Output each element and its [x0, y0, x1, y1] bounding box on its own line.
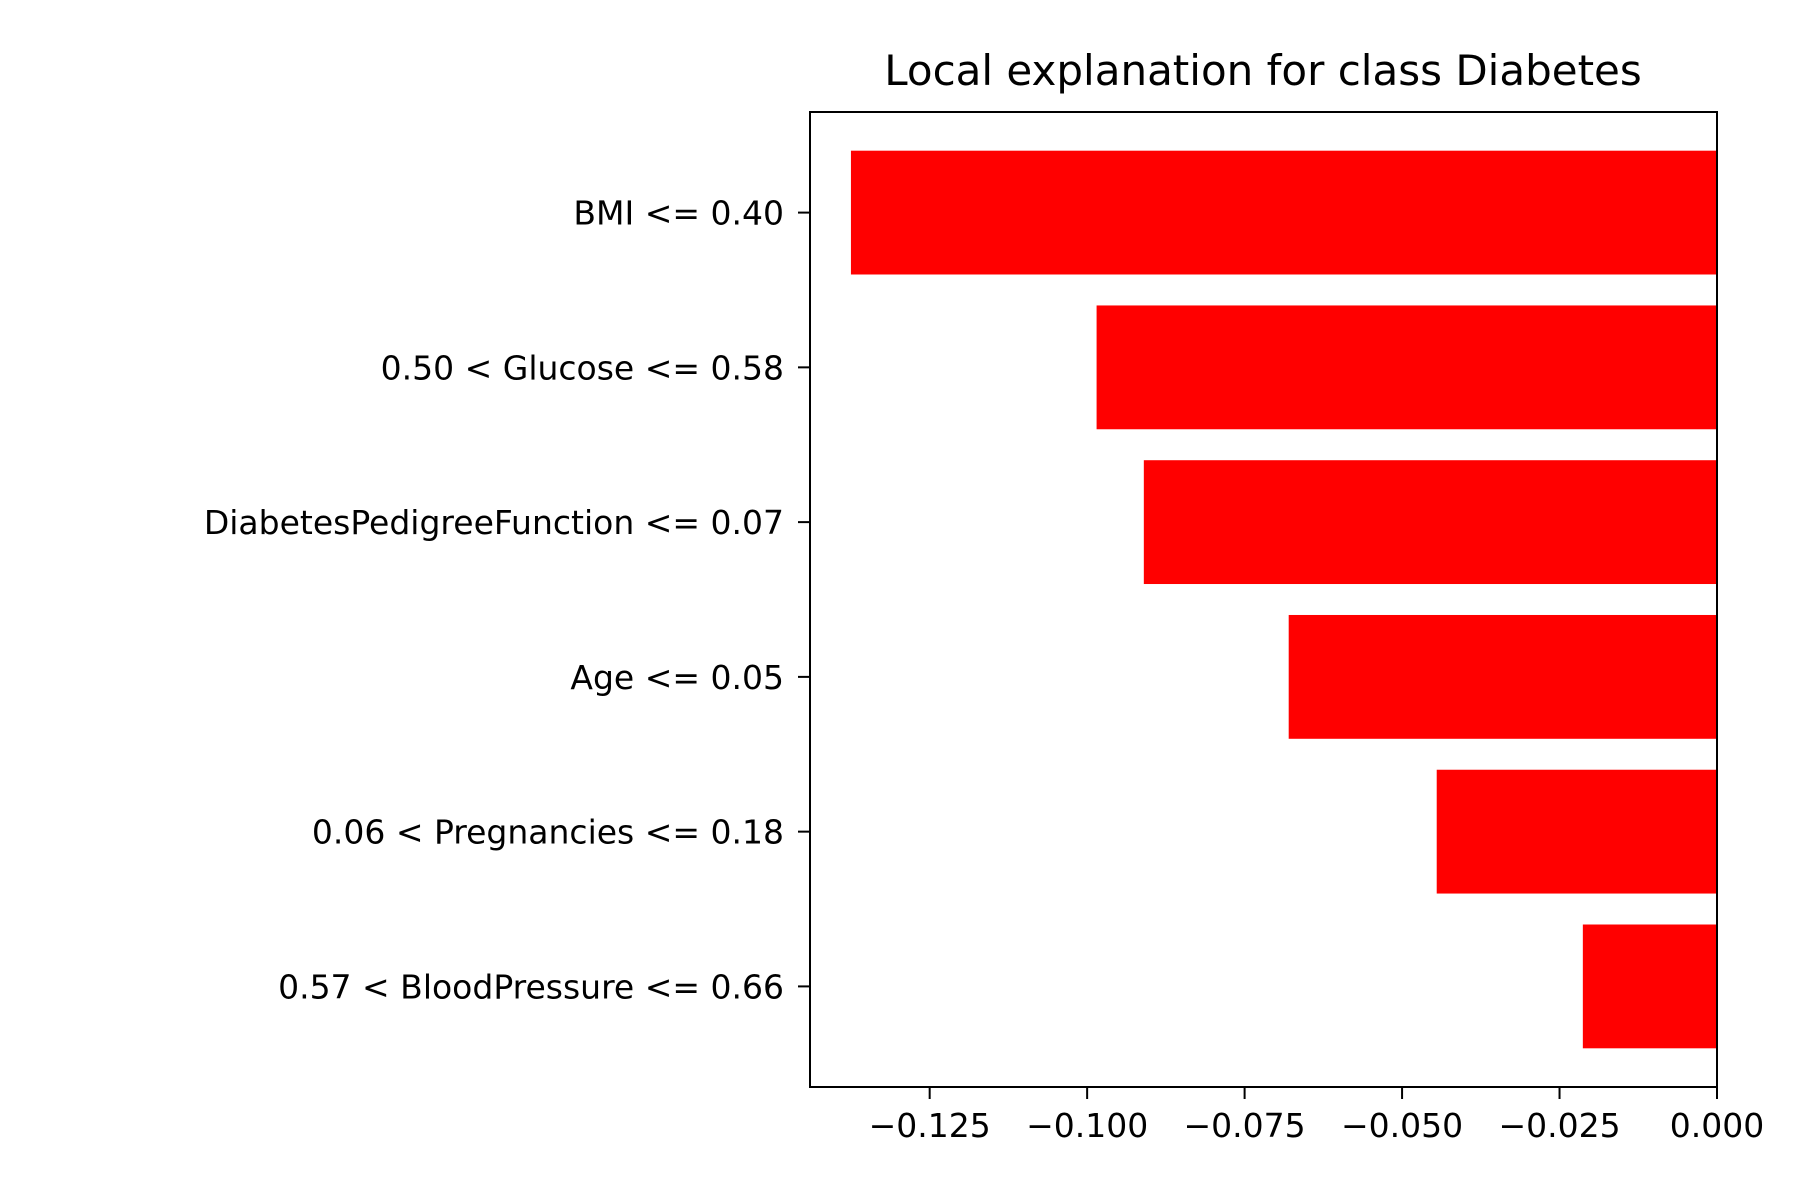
- bars-layer: [850, 150, 1717, 1049]
- bar: [1436, 769, 1717, 894]
- axes-layer: [798, 111, 1718, 1099]
- x-tick-label: 0.000: [1670, 1106, 1764, 1145]
- bar: [1143, 460, 1717, 585]
- x-tick-label: −0.075: [1184, 1106, 1306, 1145]
- x-tick-label: −0.050: [1341, 1106, 1463, 1145]
- y-tick-label: BMI <= 0.40: [573, 194, 784, 233]
- bar: [1096, 305, 1717, 430]
- y-tick-label: 0.50 < Glucose <= 0.58: [381, 348, 784, 387]
- bar: [1582, 924, 1717, 1049]
- x-tick-label: −0.100: [1026, 1106, 1148, 1145]
- plot-frame: [809, 111, 1718, 1088]
- bar: [1288, 614, 1717, 739]
- y-tick-label: 0.57 < BloodPressure <= 0.66: [278, 967, 784, 1006]
- labels-layer: BMI <= 0.40 0.50 < Glucose <= 0.58 Diabete…: [204, 194, 1764, 1145]
- y-tick-label: DiabetesPedigreeFunction <= 0.07: [204, 503, 784, 542]
- chart-title: Local explanation for class Diabetes: [884, 46, 1642, 95]
- x-tick-label: −0.125: [869, 1106, 991, 1145]
- x-tick-label: −0.025: [1498, 1106, 1620, 1145]
- bar: [850, 150, 1717, 275]
- y-tick-label: Age <= 0.05: [570, 658, 784, 697]
- y-tick-label: 0.06 < Pregnancies <= 0.18: [312, 813, 784, 852]
